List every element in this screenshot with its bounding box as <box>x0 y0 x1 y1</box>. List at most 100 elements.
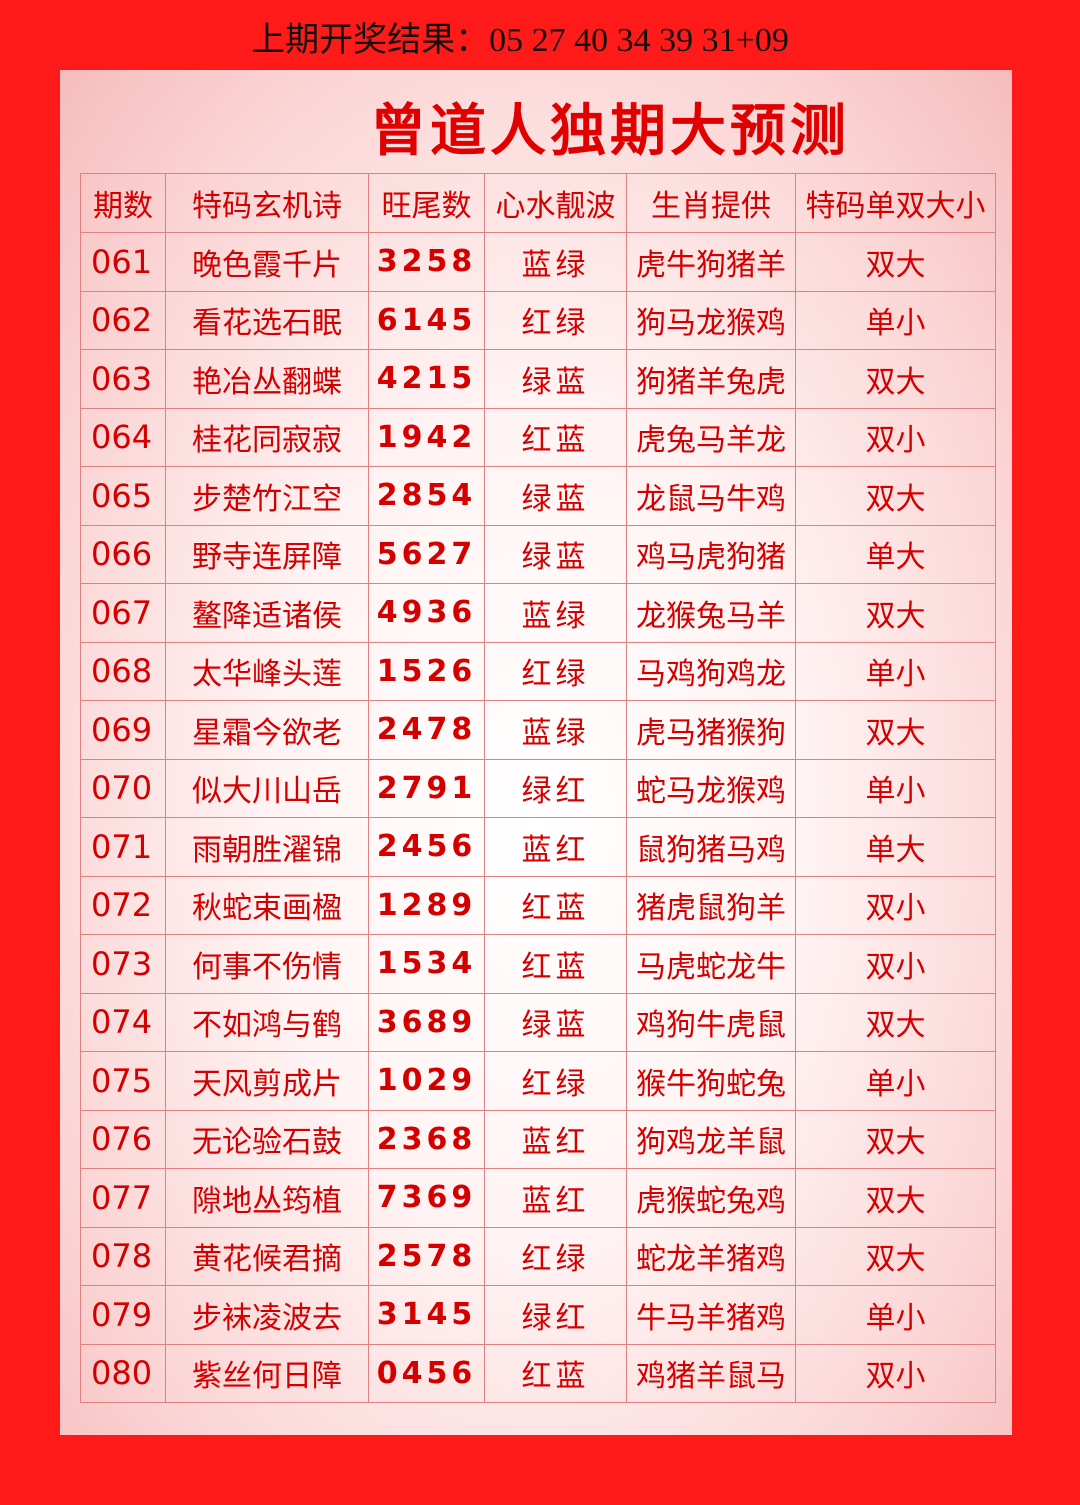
table-row: 068 太华峰头莲 1526 红绿 马鸡狗鸡龙 单小 <box>80 641 996 701</box>
table-cell: 太华峰头莲 <box>165 641 369 701</box>
table-row: 067 鳌降适诸侯 4936 蓝绿 龙猴兔马羊 双大 <box>80 583 996 643</box>
table-cell: 猪虎鼠狗羊 <box>626 875 796 935</box>
table-cell: 狗马龙猴鸡 <box>626 290 796 350</box>
table-cell: 黄花候君摘 <box>165 1226 369 1286</box>
table-row: 080 紫丝何日障 0456 红蓝 鸡猪羊鼠马 双小 <box>80 1343 996 1403</box>
table-cell: 隙地丛筠植 <box>165 1168 369 1228</box>
table-cell: 1526 <box>368 641 485 701</box>
table-cell: 单小 <box>795 290 996 350</box>
table-cell: 2791 <box>368 758 485 818</box>
table-cell: 步袜凌波去 <box>165 1285 369 1345</box>
table-cell: 晚色霞千片 <box>165 232 369 292</box>
table-row: 076 无论验石鼓 2368 蓝红 狗鸡龙羊鼠 双大 <box>80 1109 996 1169</box>
table-cell: 蓝绿 <box>484 700 627 760</box>
table-cell: 079 <box>80 1285 166 1345</box>
table-cell: 红绿 <box>484 290 627 350</box>
table-cell: 艳冶丛翻蝶 <box>165 349 369 409</box>
table-cell: 看花选石眠 <box>165 290 369 350</box>
table-cell: 双大 <box>795 232 996 292</box>
column-header: 特码单双大小 <box>795 173 996 233</box>
table-cell: 紫丝何日障 <box>165 1343 369 1403</box>
table-cell: 虎马猪猴狗 <box>626 700 796 760</box>
table-cell: 4936 <box>368 583 485 643</box>
table-cell: 双小 <box>795 875 996 935</box>
table-cell: 1029 <box>368 1051 485 1111</box>
table-row: 073 何事不伤情 1534 红蓝 马虎蛇龙牛 双小 <box>80 934 996 994</box>
table-cell: 062 <box>80 290 166 350</box>
table-cell: 4215 <box>368 349 485 409</box>
table-cell: 双小 <box>795 407 996 467</box>
table-row: 075 天风剪成片 1029 红绿 猴牛狗蛇兔 单小 <box>80 1051 996 1111</box>
table-cell: 065 <box>80 466 166 526</box>
table-cell: 070 <box>80 758 166 818</box>
table-cell: 绿蓝 <box>484 349 627 409</box>
table-cell: 秋蛇束画楹 <box>165 875 369 935</box>
title: 曾道人独期大预测 <box>370 98 850 164</box>
table-cell: 狗猪羊兔虎 <box>626 349 796 409</box>
table-cell: 双大 <box>795 1226 996 1286</box>
table-cell: 063 <box>80 349 166 409</box>
table-cell: 马鸡狗鸡龙 <box>626 641 796 701</box>
table-cell: 064 <box>80 407 166 467</box>
table-cell: 蓝红 <box>484 1109 627 1169</box>
table-row: 063 艳冶丛翻蝶 4215 绿蓝 狗猪羊兔虎 双大 <box>80 349 996 409</box>
table-row: 062 看花选石眠 6145 红绿 狗马龙猴鸡 单小 <box>80 290 996 350</box>
table-cell: 078 <box>80 1226 166 1286</box>
table-cell: 龙鼠马牛鸡 <box>626 466 796 526</box>
table-cell: 绿蓝 <box>484 524 627 584</box>
table-cell: 星霜今欲老 <box>165 700 369 760</box>
table-cell: 1289 <box>368 875 485 935</box>
column-header: 旺尾数 <box>368 173 485 233</box>
table-cell: 072 <box>80 875 166 935</box>
table-cell: 单小 <box>795 1051 996 1111</box>
table-cell: 蛇马龙猴鸡 <box>626 758 796 818</box>
table-row: 071 雨朝胜濯锦 2456 蓝红 鼠狗猪马鸡 单大 <box>80 817 996 877</box>
table-cell: 雨朝胜濯锦 <box>165 817 369 877</box>
table-cell: 天风剪成片 <box>165 1051 369 1111</box>
table-cell: 2478 <box>368 700 485 760</box>
table-cell: 双小 <box>795 934 996 994</box>
table-cell: 红绿 <box>484 1226 627 1286</box>
last-result: 上期开奖结果：05 27 40 34 39 31+09 <box>251 22 789 59</box>
table-cell: 猴牛狗蛇兔 <box>626 1051 796 1111</box>
table-cell: 双大 <box>795 1168 996 1228</box>
table-cell: 蓝红 <box>484 1168 627 1228</box>
table-cell: 狗鸡龙羊鼠 <box>626 1109 796 1169</box>
table-cell: 066 <box>80 524 166 584</box>
table-cell: 牛马羊猪鸡 <box>626 1285 796 1345</box>
table-cell: 蓝绿 <box>484 583 627 643</box>
table-cell: 双小 <box>795 1343 996 1403</box>
table-cell: 绿蓝 <box>484 466 627 526</box>
table-cell: 6145 <box>368 290 485 350</box>
table-row: 074 不如鸿与鹤 3689 绿蓝 鸡狗牛虎鼠 双大 <box>80 992 996 1052</box>
table-cell: 绿蓝 <box>484 992 627 1052</box>
table-cell: 双大 <box>795 349 996 409</box>
table-cell: 红蓝 <box>484 934 627 994</box>
table-cell: 绿红 <box>484 758 627 818</box>
table-cell: 步楚竹江空 <box>165 466 369 526</box>
table-cell: 似大川山岳 <box>165 758 369 818</box>
table-cell: 桂花同寂寂 <box>165 407 369 467</box>
table-cell: 红蓝 <box>484 875 627 935</box>
table-cell: 2456 <box>368 817 485 877</box>
table-row: 069 星霜今欲老 2478 蓝绿 虎马猪猴狗 双大 <box>80 700 996 760</box>
table-cell: 虎兔马羊龙 <box>626 407 796 467</box>
table-cell: 068 <box>80 641 166 701</box>
table-row: 065 步楚竹江空 2854 绿蓝 龙鼠马牛鸡 双大 <box>80 466 996 526</box>
table-cell: 双大 <box>795 992 996 1052</box>
column-header: 生肖提供 <box>626 173 796 233</box>
column-header: 特码玄机诗 <box>165 173 369 233</box>
table-cell: 2854 <box>368 466 485 526</box>
table-cell: 3689 <box>368 992 485 1052</box>
table-cell: 绿红 <box>484 1285 627 1345</box>
table-cell: 074 <box>80 992 166 1052</box>
table-cell: 鼠狗猪马鸡 <box>626 817 796 877</box>
table-cell: 马虎蛇龙牛 <box>626 934 796 994</box>
table-cell: 红绿 <box>484 641 627 701</box>
table-cell: 红蓝 <box>484 407 627 467</box>
header-row: 期数 特码玄机诗 旺尾数 心水靓波 生肖提供 特码单双大小 <box>80 173 996 233</box>
table-cell: 双大 <box>795 1109 996 1169</box>
table-cell: 2368 <box>368 1109 485 1169</box>
table-cell: 067 <box>80 583 166 643</box>
